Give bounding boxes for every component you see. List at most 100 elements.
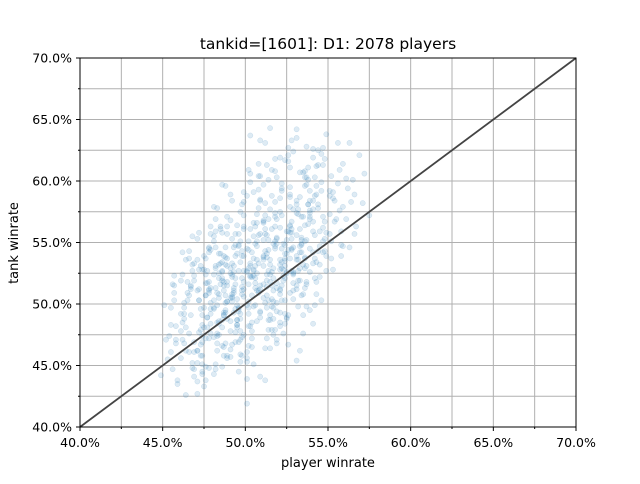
data-point [293, 256, 300, 263]
data-point [237, 238, 244, 245]
data-point [277, 154, 283, 161]
data-point [270, 331, 277, 338]
data-point [245, 310, 252, 317]
data-point [336, 167, 343, 173]
data-point [201, 383, 207, 390]
data-point [265, 176, 272, 183]
data-point [282, 258, 288, 264]
data-point [181, 310, 188, 317]
data-point [282, 250, 288, 257]
data-point [278, 187, 285, 194]
data-point [311, 232, 318, 238]
data-point [212, 244, 219, 251]
data-point [287, 255, 293, 262]
data-point [302, 174, 308, 181]
data-point [202, 292, 209, 299]
data-point [235, 339, 242, 345]
data-point [230, 287, 237, 294]
data-point [257, 286, 264, 293]
data-point [290, 280, 297, 286]
data-point [255, 205, 262, 211]
data-point [158, 372, 164, 379]
data-point [270, 287, 277, 294]
data-point [257, 314, 264, 321]
data-point [227, 318, 234, 325]
data-point [191, 349, 197, 355]
data-point [232, 253, 239, 259]
data-point [353, 223, 359, 230]
data-point [263, 277, 270, 284]
data-point [220, 312, 227, 318]
data-point [216, 275, 222, 282]
data-point [222, 254, 229, 261]
data-point [234, 250, 240, 257]
data-point [273, 174, 280, 181]
data-point [283, 237, 290, 243]
data-point [287, 203, 293, 210]
data-point [239, 287, 245, 294]
data-point [336, 207, 343, 214]
data-point [300, 169, 307, 176]
data-point [280, 277, 287, 284]
data-point [310, 320, 316, 327]
data-point [216, 331, 222, 338]
data-point [285, 228, 292, 235]
data-point [288, 235, 295, 242]
data-point [260, 217, 267, 224]
data-point [211, 238, 217, 245]
data-point [270, 240, 277, 247]
data-point [189, 365, 196, 371]
data-point [181, 340, 188, 347]
data-point [254, 318, 260, 325]
data-point [344, 185, 351, 192]
data-point [277, 208, 283, 215]
data-point [191, 373, 197, 380]
data-point [249, 249, 255, 256]
data-point [272, 238, 278, 245]
data-point [260, 218, 267, 225]
data-point [293, 201, 300, 208]
data-point [310, 197, 316, 204]
data-point [293, 197, 300, 204]
data-point [313, 183, 320, 189]
data-point [267, 271, 273, 278]
data-point [224, 355, 230, 361]
data-point [305, 164, 312, 171]
data-point [247, 260, 254, 267]
data-point [186, 248, 192, 254]
data-point [199, 322, 206, 328]
data-point [229, 298, 235, 305]
data-point [326, 192, 333, 199]
data-point [227, 191, 234, 198]
data-point [197, 326, 204, 333]
data-point [216, 295, 222, 301]
data-point [206, 290, 212, 296]
data-point [240, 286, 247, 293]
data-point [267, 317, 273, 323]
data-point [230, 269, 237, 275]
data-point [273, 308, 280, 315]
data-point [194, 287, 201, 294]
data-point [224, 279, 230, 285]
data-point [196, 297, 202, 304]
data-point [245, 304, 252, 311]
data-point [202, 280, 209, 286]
data-point [234, 296, 240, 302]
data-point [330, 195, 336, 202]
data-point [214, 330, 221, 337]
data-point [247, 226, 254, 232]
data-point [303, 281, 310, 288]
data-point [305, 201, 312, 208]
data-point [197, 352, 204, 359]
data-point [169, 366, 176, 373]
data-point [250, 303, 257, 310]
data-point [320, 238, 326, 245]
data-point [222, 309, 229, 316]
data-point [282, 255, 288, 262]
data-point [318, 179, 325, 186]
data-point [199, 266, 206, 273]
data-point [255, 160, 262, 167]
data-point [310, 154, 316, 161]
data-point [330, 266, 336, 273]
data-point [173, 336, 179, 343]
